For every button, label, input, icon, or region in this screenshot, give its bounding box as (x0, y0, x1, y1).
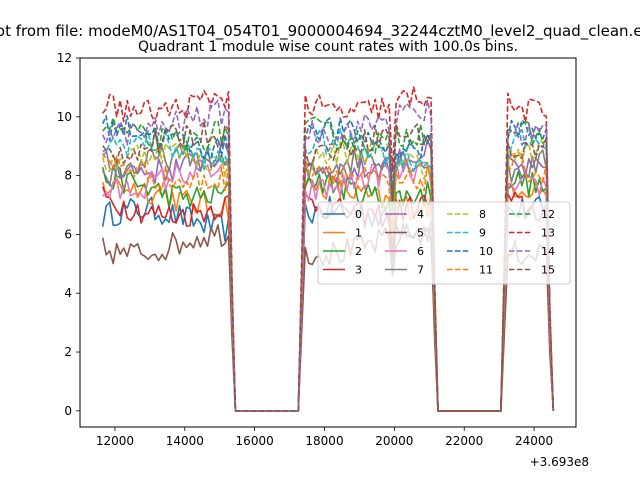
x-tick-label: 20000 (375, 434, 413, 448)
legend-label: 15 (541, 264, 555, 277)
figure-suptitle: Plot from file: modeM0/AS1T04_054T01_900… (0, 22, 640, 41)
y-tick-label: 4 (64, 286, 72, 300)
legend-label: 3 (355, 264, 362, 277)
x-tick-label: 22000 (445, 434, 483, 448)
x-tick-label: 14000 (166, 434, 204, 448)
x-offset-label: +3.693e8 (530, 455, 589, 469)
legend-label: 5 (417, 227, 424, 240)
legend-label: 0 (355, 208, 362, 221)
legend-box (317, 201, 571, 285)
x-tick-label: 24000 (515, 434, 553, 448)
legend-label: 2 (355, 245, 362, 258)
axes-frame (79, 57, 577, 428)
legend-label: 12 (541, 208, 555, 221)
series-line-11 (102, 152, 555, 412)
y-tick-label: 2 (64, 345, 72, 359)
legend-label: 6 (417, 245, 424, 258)
x-axis: 12000 14000 16000 18000 20000 22000 24000 (96, 427, 553, 448)
legend-label: 4 (417, 208, 424, 221)
legend-label: 11 (479, 264, 493, 277)
series-line-9 (102, 128, 555, 412)
y-tick-label: 10 (57, 110, 72, 124)
x-tick-label: 12000 (96, 434, 134, 448)
legend-label: 8 (479, 208, 486, 221)
series-line-15 (102, 120, 555, 412)
legend-label: 13 (541, 227, 555, 240)
y-tick-label: 8 (64, 169, 72, 183)
y-axis: 0 2 4 6 8 10 12 (57, 51, 80, 418)
y-tick-label: 0 (64, 404, 72, 418)
chart-title: Quadrant 1 module wise count rates with … (138, 39, 518, 55)
y-tick-label: 6 (64, 227, 72, 241)
legend-label: 7 (417, 264, 424, 277)
legend-label: 1 (355, 227, 362, 240)
x-tick-label: 16000 (236, 434, 274, 448)
series-line-10 (101, 114, 555, 412)
legend-label: 14 (541, 245, 555, 258)
legend-label: 9 (479, 227, 486, 240)
series-line-14 (101, 99, 555, 412)
x-tick-label: 18000 (305, 434, 343, 448)
legend-label: 10 (479, 245, 493, 258)
y-tick-label: 12 (57, 51, 72, 65)
